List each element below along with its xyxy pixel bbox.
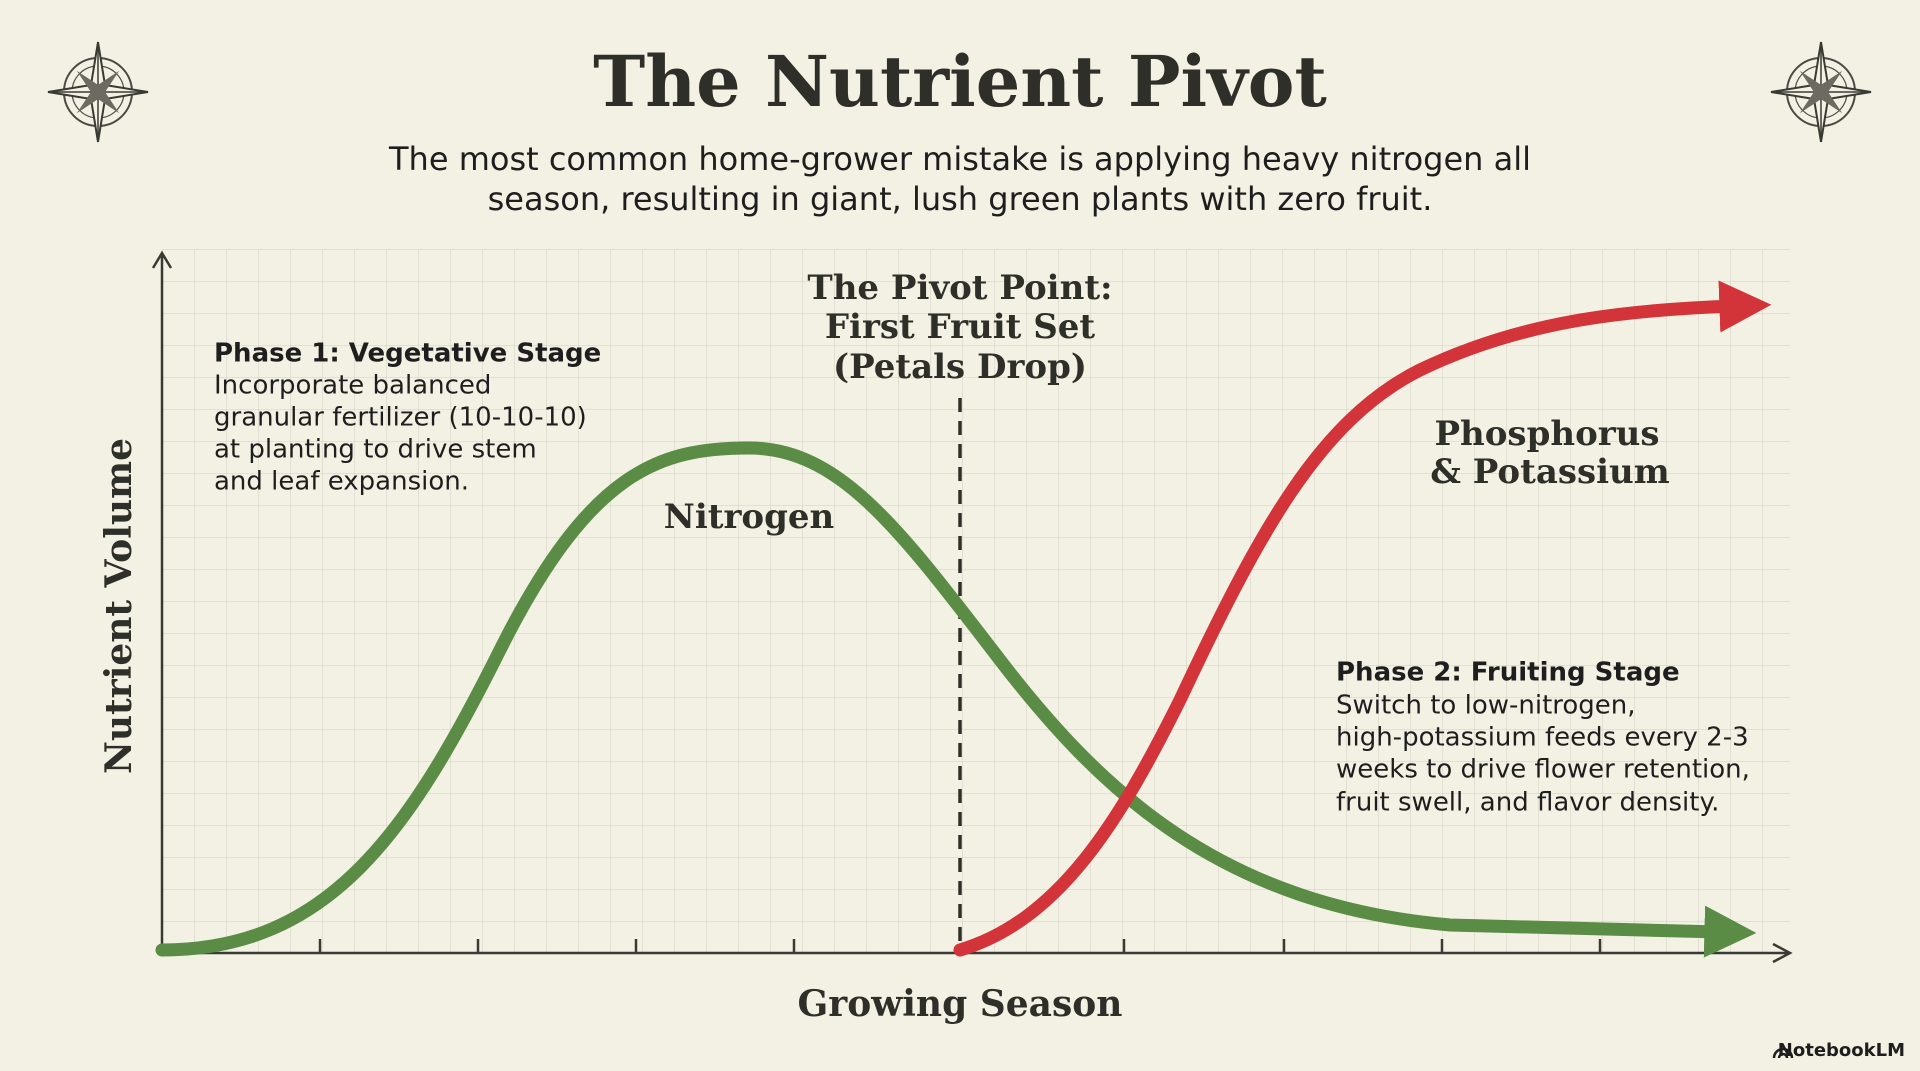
pk-label: Phosphorus [1434, 414, 1659, 454]
pk-label: & Potassium [1430, 452, 1670, 492]
pivot-label: The Pivot Point: [807, 268, 1112, 308]
axes [151, 250, 1793, 964]
brand: NotebookLM [1778, 1040, 1905, 1061]
compass-icon [1770, 41, 1872, 143]
phase1-text: Incorporate balanced [214, 371, 491, 401]
phase1-text: at planting to drive stem [214, 435, 537, 465]
phase2-heading: Phase 2: Fruiting Stage [1336, 658, 1680, 688]
phase2-text: fruit swell, and flavor density. [1336, 788, 1719, 818]
subtitle: season, resulting in giant, lush green p… [488, 180, 1433, 218]
grid [162, 249, 1790, 953]
pk-curve [953, 280, 1772, 957]
nitrogen-curve [155, 441, 1757, 958]
phase1-text: granular fertilizer (10-10-10) [214, 403, 587, 433]
phase1-text: and leaf expansion. [214, 467, 469, 497]
y-axis-label: Nutrient Volume [98, 438, 140, 774]
x-axis-label: Growing Season [798, 983, 1123, 1025]
nitrogen-label: Nitrogen [664, 497, 834, 537]
phase2-text: Switch to low-nitrogen, [1336, 691, 1636, 721]
subtitle: The most common home-grower mistake is a… [388, 140, 1531, 178]
brand-icon [1772, 1047, 1794, 1059]
pivot-label: First Fruit Set [825, 307, 1095, 347]
title: The Nutrient Pivot [593, 40, 1327, 123]
compass-icon [47, 41, 149, 143]
phase2-text: high-potassium feeds every 2-3 [1336, 723, 1749, 753]
pivot-label: (Petals Drop) [833, 347, 1087, 387]
phase1-heading: Phase 1: Vegetative Stage [214, 339, 601, 369]
phase2-text: weeks to drive flower retention, [1336, 755, 1750, 785]
